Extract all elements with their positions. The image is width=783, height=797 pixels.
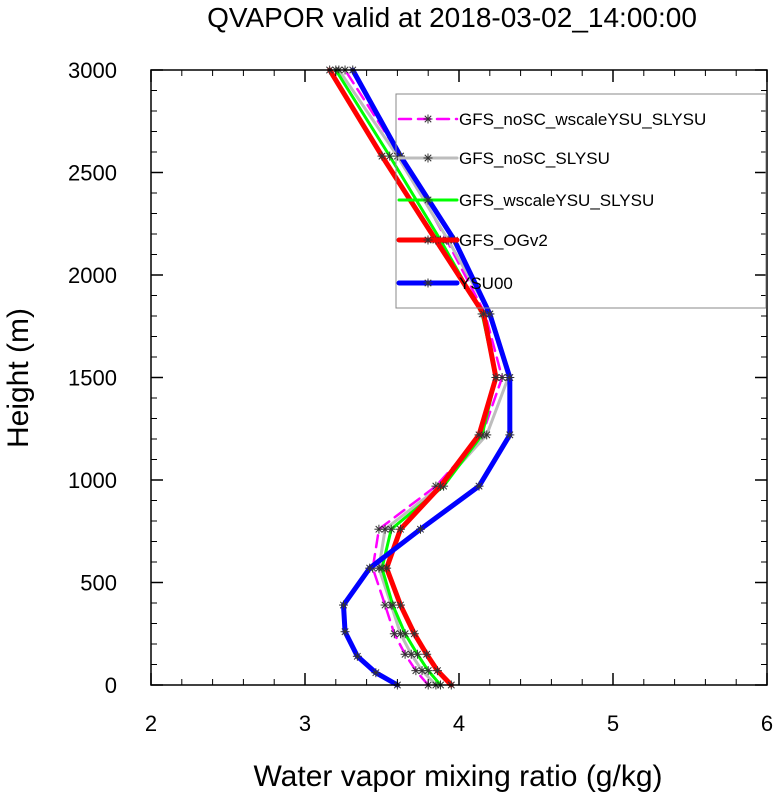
y-tick-label: 2500 (68, 161, 117, 186)
data-point (365, 563, 375, 573)
y-tick-label: 500 (80, 571, 117, 596)
chart-title: QVAPOR valid at 2018-03-02_14:00:00 (207, 2, 697, 33)
data-point (388, 600, 398, 610)
y-tick-label: 1500 (68, 366, 117, 391)
series-line (341, 67, 513, 688)
data-point (491, 373, 501, 382)
data-point (423, 235, 433, 245)
data-point (505, 430, 515, 440)
legend-entry: YSU00 (396, 274, 513, 293)
legend-box (395, 93, 767, 309)
legend-entry: GFS_OGv2 (396, 231, 548, 250)
data-point (417, 666, 427, 676)
y-tick-label: 2000 (68, 263, 117, 288)
series-line (337, 68, 510, 687)
series-line (327, 67, 499, 688)
y-axis-label: Height (m) (2, 308, 35, 448)
data-point (400, 649, 410, 659)
legend-entry: GFS_wscaleYSU_SLYSU (397, 191, 654, 210)
data-point (423, 195, 433, 205)
x-axis-label: Water vapor mixing ratio (g/kg) (253, 760, 662, 793)
data-point (377, 151, 387, 161)
x-tick-label: 6 (761, 711, 773, 736)
data-point (385, 151, 395, 161)
data-point (423, 666, 433, 676)
y-tick-label: 0 (105, 673, 117, 698)
data-point (395, 600, 405, 610)
data-point (479, 309, 489, 319)
y-tick-label: 1000 (68, 468, 117, 493)
data-point (432, 666, 442, 676)
legend-label: GFS_noSC_SLYSU (459, 149, 610, 168)
legend: GFS_noSC_wscaleYSU_SLYSU GFS_noSC_SLYSU GF… (395, 93, 767, 309)
legend-label: YSU00 (459, 274, 513, 293)
data-point (474, 481, 484, 491)
legend-label: GFS_wscaleYSU_SLYSU (459, 191, 654, 210)
x-tick-label: 5 (607, 711, 619, 736)
data-point (412, 649, 422, 659)
data-point (485, 309, 495, 319)
data-point (371, 668, 381, 678)
data-point (340, 627, 350, 637)
data-point (422, 649, 432, 659)
data-point (474, 430, 484, 440)
series-line (343, 68, 504, 687)
data-point (423, 278, 433, 288)
legend-label: GFS_noSC_wscaleYSU_SLYSU (459, 110, 706, 129)
data-point (416, 524, 425, 534)
legend-entry: GFS_noSC_wscaleYSU_SLYSU (397, 110, 706, 129)
data-point (436, 481, 446, 491)
data-point (382, 563, 392, 573)
axes: 2 3 4 5 6 0 500 1000 1500 2000 2500 3000 (68, 58, 773, 736)
data-point (423, 114, 433, 124)
data-point (395, 524, 405, 534)
data-point (505, 373, 515, 382)
data-point (352, 651, 362, 661)
x-tick-label: 2 (145, 711, 157, 736)
x-tick-label: 4 (453, 711, 465, 736)
data-point (374, 524, 384, 534)
data-point (400, 629, 410, 639)
x-tick-label: 3 (299, 711, 311, 736)
data-point (339, 600, 348, 610)
data-point (423, 153, 433, 163)
legend-label: GFS_OGv2 (459, 231, 548, 250)
y-tick-label: 3000 (68, 58, 117, 83)
legend-entry: GFS_noSC_SLYSU (397, 149, 610, 168)
data-point (409, 629, 419, 639)
data-point (386, 524, 396, 534)
